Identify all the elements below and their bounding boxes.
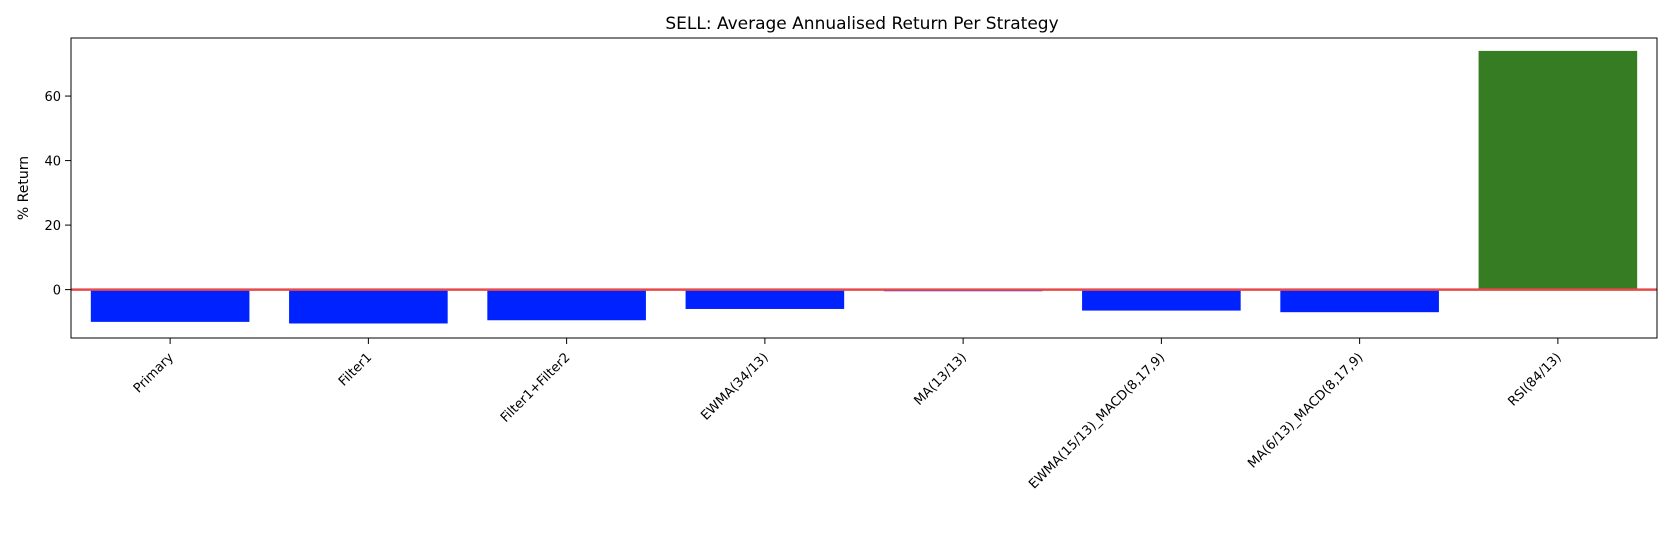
bar-2 [487, 289, 646, 321]
bars-layer [90, 50, 1638, 324]
plot-frame [70, 37, 1658, 339]
y-tick-label: 20 [44, 219, 61, 234]
x-tick-label: Filter1 [336, 350, 375, 389]
y-tick-label: 0 [53, 284, 61, 299]
bar-5 [1082, 289, 1241, 311]
x-axis: Primary Filter1 Filter1+Filter2 EWMA(34/13)… [131, 338, 1565, 492]
bar-6 [1280, 289, 1439, 313]
x-tick-label: RSI(84/13) [1505, 350, 1564, 409]
x-tick-label: MA(13/13) [911, 350, 969, 408]
bar-3 [685, 289, 845, 309]
bar-0 [90, 289, 250, 322]
x-tick-label: Filter1+Filter2 [498, 350, 574, 426]
x-tick-label: EWMA(34/13) [698, 350, 771, 423]
y-axis: 0 20 40 60 [44, 90, 71, 299]
y-tick-label: 60 [44, 90, 61, 105]
x-tick-label: MA(6/13)_MACD(8,17,9) [1245, 350, 1366, 471]
x-tick-label: EWMA(15/13)_MACD(8,17,9) [1026, 350, 1168, 492]
bar-1 [289, 289, 448, 324]
y-axis-label: % Return [16, 156, 32, 220]
chart-title: SELL: Average Annualised Return Per Stra… [665, 14, 1058, 34]
x-tick-label: Primary [131, 350, 177, 396]
y-tick-label: 40 [44, 155, 61, 170]
bar-7 [1478, 50, 1638, 290]
